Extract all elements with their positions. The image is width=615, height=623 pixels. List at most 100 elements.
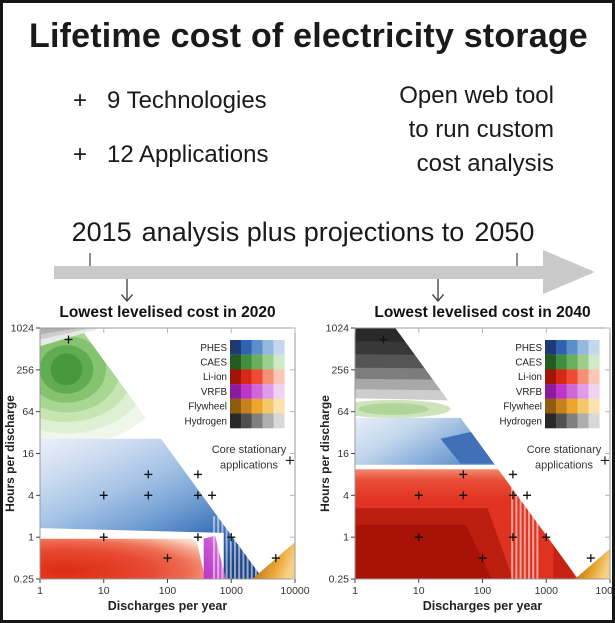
timeline-tick-2050 — [516, 253, 518, 268]
caes-region — [358, 403, 429, 415]
legend-swatch — [577, 354, 589, 370]
legend-swatch — [566, 413, 578, 429]
legend-swatch — [240, 354, 252, 370]
plus-bullet-icon: + — [73, 87, 88, 114]
x-tick-label: 10 — [413, 585, 425, 597]
y-tick-label: 256 — [331, 364, 349, 376]
y-tick-label: 16 — [337, 448, 349, 460]
legend-swatch — [262, 413, 274, 429]
legend-swatch — [555, 398, 567, 414]
legend-swatch — [566, 340, 578, 355]
x-tick-label: 10000 — [280, 585, 309, 597]
timeline-caption: 2015 analysis plus projections to 2050 — [3, 217, 603, 248]
application-marker-icon — [478, 554, 487, 563]
x-tick-label: 10 — [98, 585, 110, 597]
legend-swatch — [273, 384, 285, 399]
legend-swatch — [566, 354, 578, 370]
legend-swatch — [240, 398, 252, 414]
phes-region — [40, 438, 264, 579]
legend-swatch — [566, 384, 578, 399]
legend-swatch — [545, 413, 556, 429]
page-title: Lifetime cost of electricity storage — [29, 17, 588, 55]
legend-label: VRFB — [201, 387, 228, 398]
legend-swatch — [240, 369, 252, 385]
x-axis-title: Discharges per year — [423, 599, 543, 613]
legend-swatch — [545, 384, 556, 399]
y-tick-label: 1 — [28, 532, 34, 544]
legend-label: PHES — [200, 343, 227, 354]
application-marker-icon — [542, 533, 551, 542]
x-tick-label: 100 — [474, 585, 492, 597]
legend-swatch — [251, 340, 263, 355]
timeline-caption-text: analysis plus projections to — [141, 217, 465, 247]
legend-note-line: applications — [535, 460, 594, 472]
legend-swatch — [240, 384, 252, 399]
legend-label: Flywheel — [188, 402, 227, 413]
side-note: Open web tool to run custom cost analysi… — [399, 79, 554, 181]
legend-swatch — [545, 369, 556, 385]
legend-swatch — [555, 413, 567, 429]
legend-swatch — [577, 384, 589, 399]
legend-swatch — [577, 398, 589, 414]
application-marker-icon — [163, 554, 172, 563]
down-arrow-icon — [120, 279, 134, 303]
timeline-start-year: 2015 — [71, 217, 132, 247]
legend-swatch — [262, 384, 274, 399]
legend-swatch — [545, 398, 556, 414]
timeline-arrowhead-icon — [543, 250, 595, 294]
legend-swatch — [577, 369, 589, 385]
feature-item-applications: +12 Applications — [73, 141, 268, 169]
application-marker-icon — [271, 554, 280, 563]
legend-swatch — [545, 340, 556, 355]
legend-swatch — [577, 413, 589, 429]
y-axis-title: Hours per discharge — [3, 395, 17, 512]
plus-marker-icon: + — [285, 451, 295, 470]
legend-label: CAES — [515, 358, 542, 369]
legend-swatch — [588, 354, 600, 370]
chart-title: Lowest levelised cost in 2020 — [59, 304, 275, 321]
plus-bullet-icon: + — [73, 141, 88, 168]
legend-note-line: applications — [220, 460, 279, 472]
legend-swatch — [588, 369, 600, 385]
legend-label: Hydrogen — [185, 416, 227, 427]
y-tick-label: 0.25 — [329, 574, 350, 586]
legend-swatch — [555, 384, 567, 399]
side-note-line: cost analysis — [416, 150, 554, 177]
application-marker-icon — [208, 491, 217, 500]
application-marker-icon — [523, 491, 532, 500]
legend-swatch — [555, 369, 567, 385]
feature-item-technologies: +9 Technologies — [73, 87, 267, 115]
application-markers — [64, 335, 280, 563]
application-marker-icon — [99, 491, 108, 500]
x-tick-label: 1 — [352, 585, 358, 597]
legend-swatch — [262, 369, 274, 385]
application-marker-icon — [193, 491, 202, 500]
y-tick-label: 64 — [337, 406, 349, 418]
application-marker-icon — [99, 533, 108, 542]
legend-swatch — [545, 354, 556, 370]
legend-swatch — [251, 384, 263, 399]
y-tick-label: 4 — [343, 490, 349, 502]
x-axis-title: Discharges per year — [108, 599, 228, 613]
phes-dark-patch — [440, 430, 496, 464]
hydrogen-region — [355, 328, 406, 342]
application-marker-icon — [508, 533, 517, 542]
chart-title: Lowest levelised cost in 2040 — [374, 304, 590, 321]
application-marker-icon — [459, 470, 468, 479]
legend-swatch — [588, 384, 600, 399]
application-marker-icon — [586, 554, 595, 563]
legend-swatch — [262, 398, 274, 414]
legend-swatch — [240, 340, 252, 355]
legend-swatch — [251, 398, 263, 414]
legend-swatch — [566, 369, 578, 385]
application-marker-icon — [193, 470, 202, 479]
application-marker-icon — [508, 470, 517, 479]
legend-swatch — [273, 340, 285, 355]
liion-region — [40, 538, 206, 579]
legend-swatch — [588, 340, 600, 355]
legend: PHES CAES Li-ion VRFB Flywheel Hydrogen Core s… — [500, 340, 610, 472]
x-tick-label: 10000 — [595, 585, 615, 597]
legend: PHES CAES Li-ion VRFB Flywheel Hydrogen Core s… — [185, 340, 295, 472]
